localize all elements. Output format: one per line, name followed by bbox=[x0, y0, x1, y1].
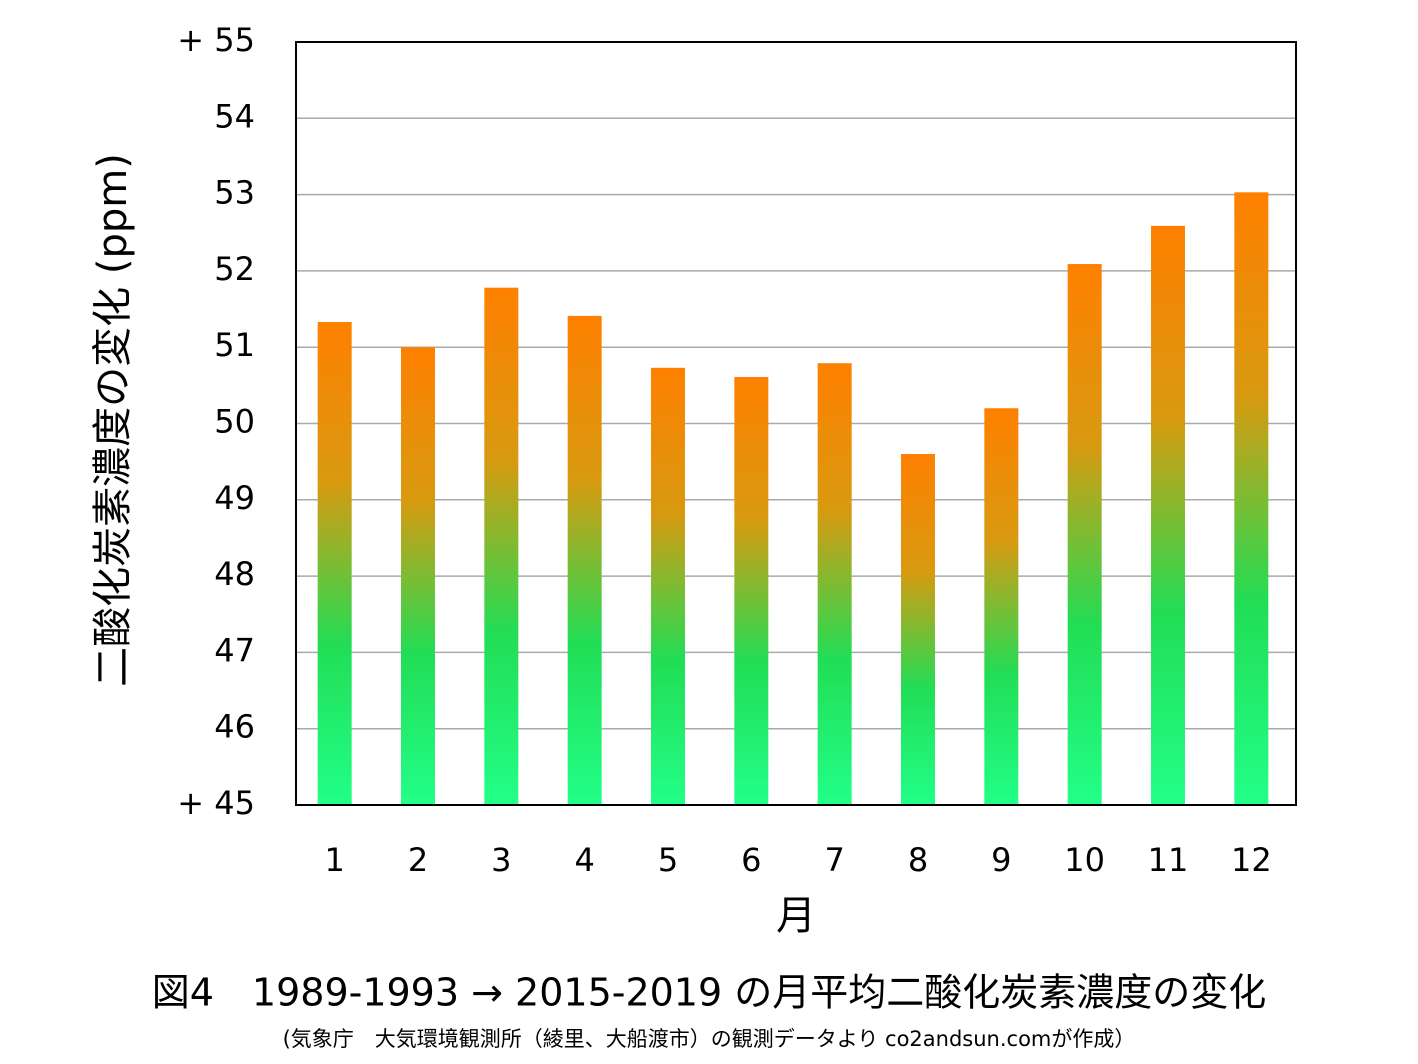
bar bbox=[567, 315, 602, 805]
x-tick-label: 11 bbox=[1148, 841, 1189, 879]
x-tick-label: 4 bbox=[574, 841, 594, 879]
bar bbox=[734, 376, 769, 805]
x-tick-label: 12 bbox=[1231, 841, 1272, 879]
chart-subtitle: (気象庁 大気環境観測所（綾里、大船渡市）の観測データより co2andsun.… bbox=[283, 1027, 1136, 1051]
y-tick-label: 52 bbox=[214, 250, 255, 288]
y-tick-label: 47 bbox=[214, 631, 255, 669]
bar bbox=[1067, 264, 1102, 806]
bar bbox=[817, 363, 852, 805]
y-tick-label: 48 bbox=[214, 555, 255, 593]
x-tick-label: 3 bbox=[491, 841, 511, 879]
x-tick-label: 1 bbox=[324, 841, 344, 879]
x-axis-label: 月 bbox=[776, 893, 816, 939]
bar bbox=[1234, 192, 1269, 805]
y-tick-label: + 45 bbox=[177, 784, 255, 822]
y-tick-label: 54 bbox=[214, 97, 255, 135]
bar bbox=[317, 322, 352, 805]
y-tick-label: 46 bbox=[214, 708, 255, 746]
x-tick-label: 5 bbox=[658, 841, 678, 879]
x-tick-label: 7 bbox=[824, 841, 844, 879]
x-tick-label: 6 bbox=[741, 841, 761, 879]
y-tick-label: 49 bbox=[214, 479, 255, 517]
y-tick-label: + 55 bbox=[177, 21, 255, 59]
x-tick-label: 10 bbox=[1064, 841, 1105, 879]
y-tick-label: 53 bbox=[214, 174, 255, 212]
bar bbox=[901, 454, 935, 805]
bar bbox=[984, 408, 1019, 805]
y-axis-label: 二酸化炭素濃度の変化 (ppm) bbox=[90, 153, 136, 687]
bar bbox=[651, 367, 685, 805]
x-tick-label: 2 bbox=[408, 841, 428, 879]
y-tick-label: 50 bbox=[214, 403, 255, 441]
bar bbox=[484, 287, 519, 805]
bar bbox=[1151, 225, 1185, 805]
y-tick-label: 51 bbox=[214, 326, 255, 364]
chart-title: 図4 1989-1993 → 2015-2019 の月平均二酸化炭素濃度の変化 bbox=[152, 971, 1267, 1015]
bar bbox=[401, 347, 435, 805]
x-tick-label: 9 bbox=[991, 841, 1011, 879]
plot-frame bbox=[295, 41, 1297, 806]
x-tick-label: 8 bbox=[908, 841, 928, 879]
